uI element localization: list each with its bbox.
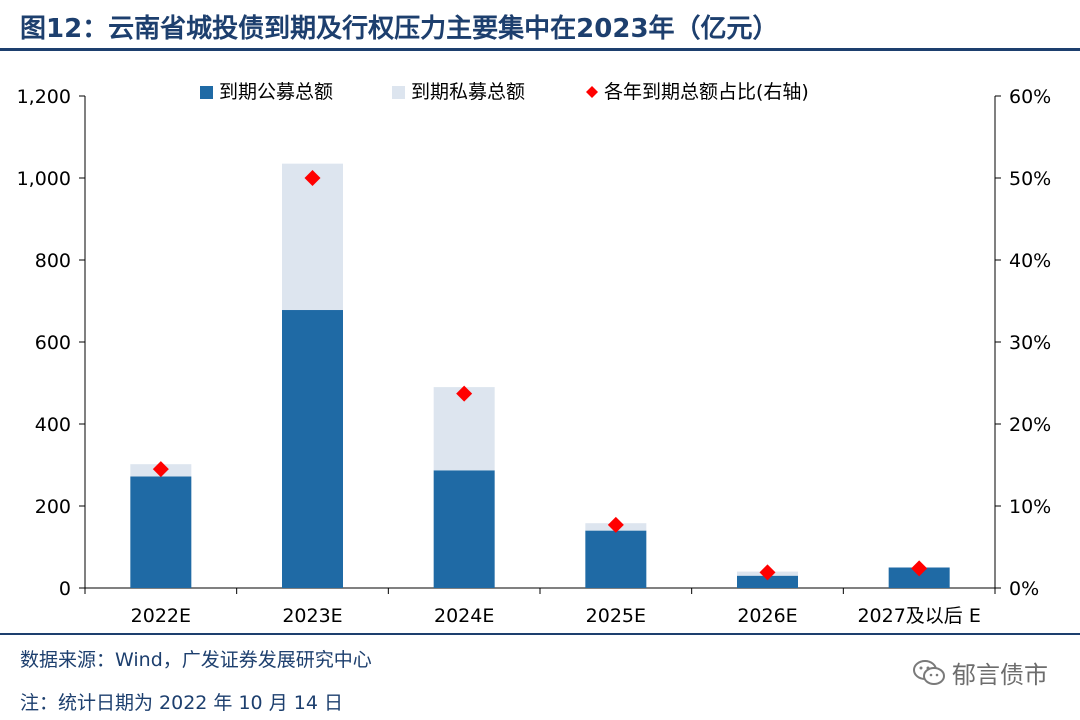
chart-svg: 到期公募总额 到期私募总额 各年到期总额占比(右轴) 0 200 400 600 800… xyxy=(17,81,1052,627)
bar-public xyxy=(130,476,192,588)
ratio-marker xyxy=(607,516,624,533)
ratio-marker xyxy=(911,560,928,577)
wechat-icon xyxy=(913,659,945,685)
y-tick-label: 1,200 xyxy=(17,86,71,108)
date-note: 注：统计日期为 2022 年 10 月 14 日 xyxy=(20,692,343,714)
legend-label-ratio: 各年到期总额占比(右轴) xyxy=(604,81,809,103)
legend-label-private: 到期私募总额 xyxy=(411,81,525,103)
ratio-marker xyxy=(152,461,169,478)
y2-tick-label: 20% xyxy=(1009,414,1051,436)
x-tick-label: 2025E xyxy=(586,605,646,627)
x-tick-label: 2022E xyxy=(131,605,191,627)
y2-tick-label: 50% xyxy=(1009,168,1051,190)
chart-title: 图12：云南省城投债到期及行权压力主要集中在2023年（亿元） xyxy=(20,14,779,44)
x-tick-label: 2024E xyxy=(434,605,494,627)
y-tick-label: 200 xyxy=(35,496,71,518)
legend-swatch-private xyxy=(392,86,405,99)
bar-private xyxy=(282,163,343,311)
y-tick-label: 1,000 xyxy=(17,168,71,190)
y-tick-label: 0 xyxy=(59,578,71,600)
ratio-marker xyxy=(304,170,321,186)
source-note: 数据来源：Wind，广发证券发展研究中心 xyxy=(20,649,372,671)
bar-public xyxy=(737,575,798,588)
y2-tick-label: 60% xyxy=(1009,86,1051,108)
bar-public xyxy=(282,310,343,588)
ratio-marker xyxy=(759,564,776,581)
bar-public xyxy=(585,530,647,588)
footer-divider xyxy=(0,633,1080,635)
x-tick-label: 2026E xyxy=(737,605,797,627)
watermark-label: 郁言债市 xyxy=(952,661,1048,689)
y2-tick-label: 40% xyxy=(1009,250,1051,272)
legend: 到期公募总额 到期私募总额 各年到期总额占比(右轴) xyxy=(200,81,809,103)
legend-label-public: 到期公募总额 xyxy=(219,81,333,103)
legend-swatch-public xyxy=(200,86,213,99)
x-tick-label: 2023E xyxy=(282,605,342,627)
y2-tick-label: 0% xyxy=(1009,578,1039,600)
x-tick-label: 2027及以后 E xyxy=(857,605,980,627)
ratio-marker xyxy=(456,385,473,402)
legend-marker-ratio xyxy=(586,86,598,98)
y-tick-label: 800 xyxy=(35,250,71,272)
watermark: 郁言债市 xyxy=(912,655,1048,690)
bar-public xyxy=(433,470,495,588)
y-tick-label: 400 xyxy=(35,414,71,436)
bar-public xyxy=(888,567,950,588)
title-divider xyxy=(0,48,1080,51)
y-tick-label: 600 xyxy=(35,332,71,354)
y2-tick-label: 10% xyxy=(1009,496,1051,518)
y2-tick-label: 30% xyxy=(1009,332,1051,354)
